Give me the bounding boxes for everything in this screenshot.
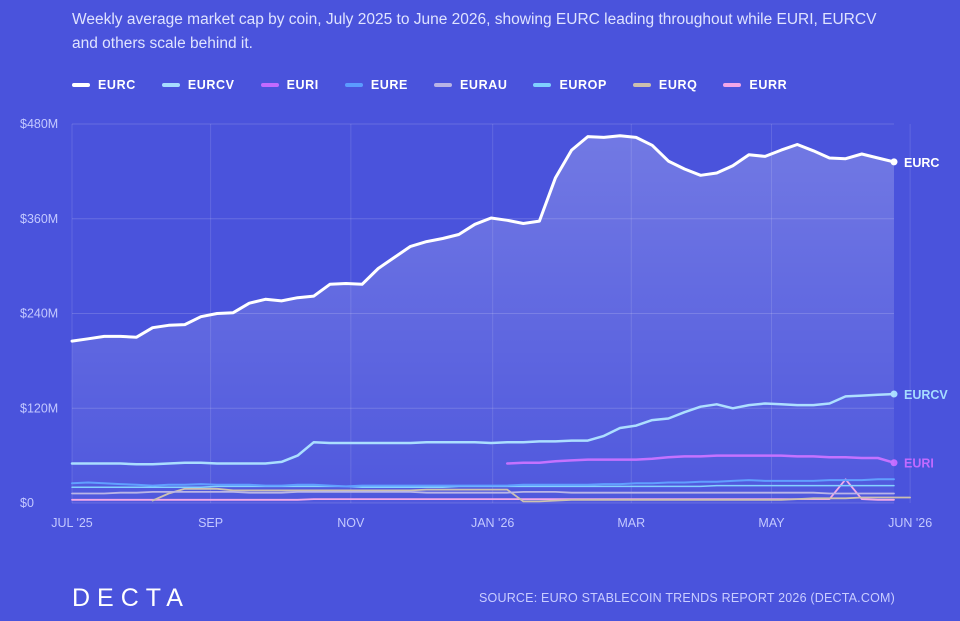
chart-subtitle: Weekly average market cap by coin, July …	[72, 11, 877, 52]
legend-swatch-eurcv	[161, 83, 180, 87]
legend-swatch-eurau	[434, 83, 452, 87]
series-area-eurc	[72, 135, 894, 504]
series-end-label-eurcv: EURCV	[904, 388, 948, 402]
legend-swatch-euri	[260, 83, 279, 87]
source-note: SOURCE: EURO STABLECOIN TRENDS REPORT 20…	[479, 591, 895, 605]
chart-legend: EURC EURCV EURI EURE EURAU EUROP EURQ EURR	[72, 76, 813, 94]
legend-label-eurcv: EURCV	[187, 78, 235, 92]
series-end-label-eurc: EURC	[904, 156, 939, 170]
decta-logo: DECTA	[72, 584, 190, 612]
legend-swatch-eurr	[723, 83, 742, 87]
y-tick-label: $0	[20, 496, 34, 510]
legend-item-eurau: EURAU	[434, 78, 507, 92]
legend-swatch-eurq	[632, 83, 651, 87]
legend-label-eurc: EURC	[98, 78, 136, 92]
x-tick-label: MAR	[617, 516, 645, 530]
x-tick-label: NOV	[337, 516, 365, 530]
legend-item-eurcv: EURCV	[161, 78, 235, 92]
legend-item-eurr: EURR	[723, 78, 787, 92]
legend-label-europ: EUROP	[559, 78, 607, 92]
y-tick-label: $360M	[20, 212, 58, 226]
legend-item-eurq: EURQ	[632, 78, 698, 92]
legend-swatch-eurc	[72, 83, 90, 87]
x-tick-label: JUL '25	[51, 516, 93, 530]
y-tick-label: $240M	[20, 307, 58, 321]
x-tick-label: SEP	[198, 516, 223, 530]
legend-label-euri: EURI	[286, 78, 319, 92]
legend-label-eurau: EURAU	[460, 78, 508, 92]
legend-swatch-europ	[533, 83, 552, 87]
series-end-label-euri: EURI	[904, 457, 934, 471]
legend-label-eurq: EURQ	[658, 78, 698, 92]
series-end-point-eurc	[890, 158, 898, 166]
x-tick-label: JAN '26	[471, 516, 514, 530]
y-tick-label: $480M	[20, 117, 58, 131]
legend-item-europ: EUROP	[533, 78, 606, 92]
x-tick-label: MAY	[758, 516, 785, 530]
series-line-eurc	[70, 134, 896, 343]
x-tick-label: JUN '26	[888, 516, 932, 530]
y-tick-label: $120M	[20, 401, 58, 415]
legend-item-eurc: EURC	[72, 78, 136, 92]
legend-swatch-eure	[344, 83, 363, 87]
legend-item-euri: EURI	[260, 78, 319, 92]
legend-label-eurr: EURR	[749, 78, 788, 92]
legend-label-eure: EURE	[370, 78, 408, 92]
legend-item-eure: EURE	[344, 78, 408, 92]
